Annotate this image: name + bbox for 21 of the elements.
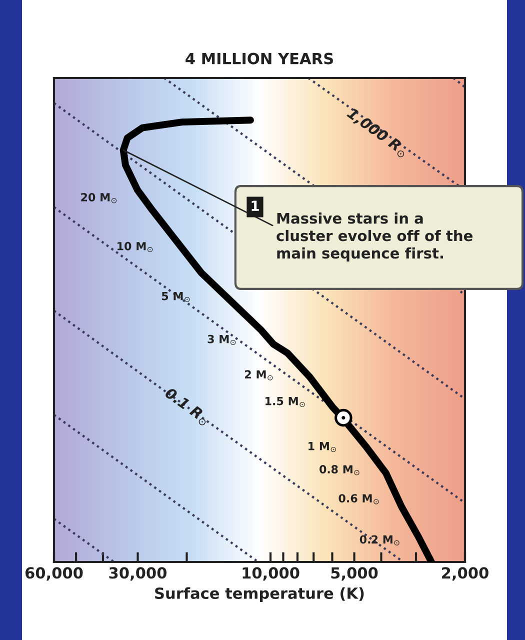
annotation: 0.2 M$_{⊙}$ [360, 535, 400, 546]
annotation: Massive stars in a cluster evolve off of the main sequence first. [276, 212, 472, 262]
annotation: 0.8 M$_{⊙}$ [320, 465, 360, 476]
annotation: 1 M$_{⊙}$ [308, 442, 336, 452]
annotation: 1.5 M$_{⊙}$ [266, 397, 305, 408]
annotation: 20 M$_{⊙}$ [81, 193, 117, 204]
annotation: 3 M$_{⊙}$ [208, 334, 236, 346]
x-axis-title: Surface temperature (K) [155, 587, 364, 602]
annotation: 10 M$_{⊙}$ [118, 242, 153, 252]
x-tick-label: 2,000 [442, 567, 488, 581]
annotation: 0.6 M$_{⊙}$ [338, 494, 379, 504]
x-tick-label: 5,000 [331, 567, 378, 581]
x-tick-label: 30,000 [109, 567, 167, 581]
annotation: 1 [252, 200, 259, 211]
annotation: 0.1 R$_{⊙}$ [162, 386, 211, 427]
annotation: 2 M$_{⊙}$ [245, 370, 273, 380]
annotation: 1,000 R$_{⊙}$ [345, 106, 410, 159]
x-tick-label: 10,000 [242, 567, 300, 581]
chart-title: 4 MILLION YEARS [186, 52, 333, 64]
x-tick-label: 60,000 [25, 567, 83, 581]
annotation: 5 M$_{⊙}$ [162, 292, 190, 302]
